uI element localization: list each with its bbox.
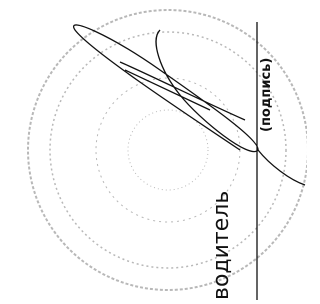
- signature-loop: [74, 25, 258, 152]
- stamp-emblem: [128, 110, 208, 190]
- signature-hint: (подпись): [259, 58, 274, 132]
- stamp-inner-ring: [50, 32, 286, 268]
- stamp: [28, 10, 307, 290]
- role-label: водитель: [209, 191, 234, 300]
- document-fragment: водитель (подпись): [0, 0, 307, 304]
- stamp-outer-ring: [28, 10, 307, 290]
